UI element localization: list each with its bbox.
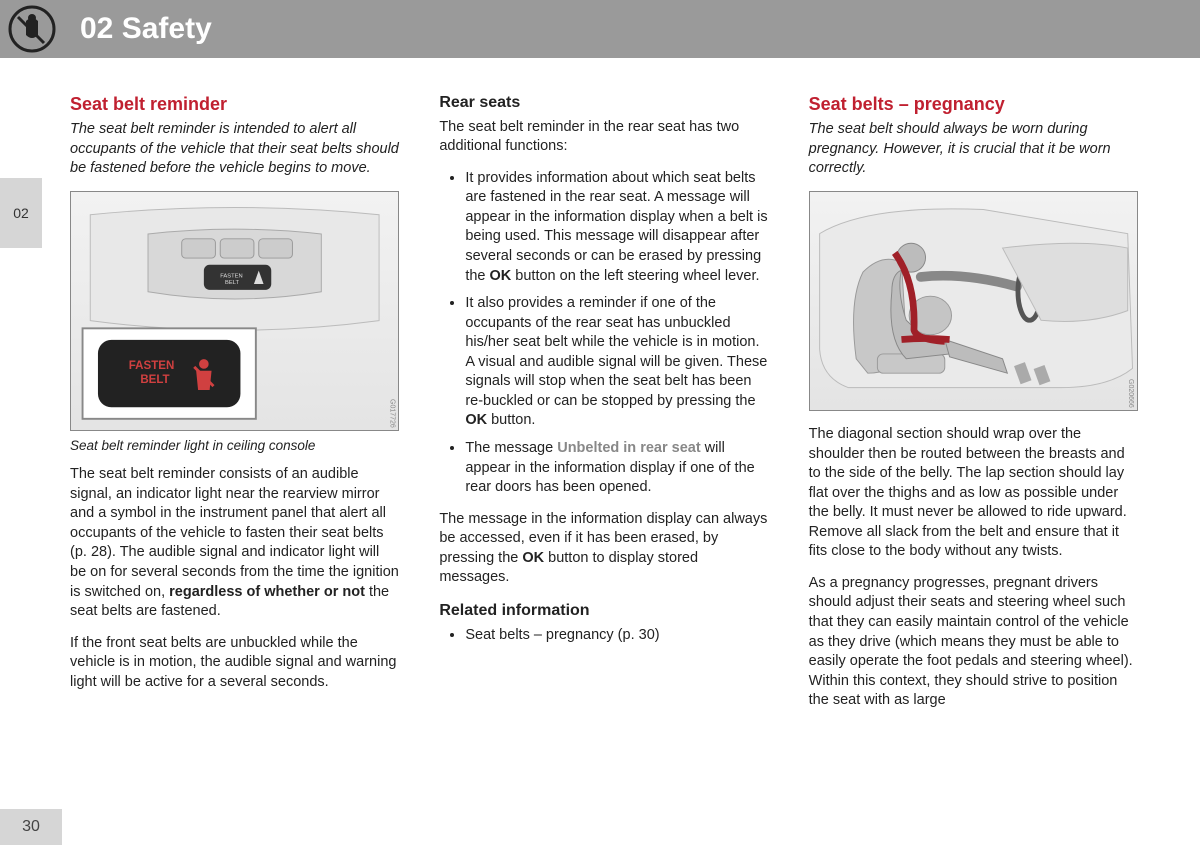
column-1: Seat belt reminder The seat belt reminde…	[70, 92, 399, 723]
paragraph-pregnancy-progress: As a pregnancy progresses, pregnant driv…	[809, 574, 1138, 711]
related-info-heading: Related information	[439, 600, 768, 622]
figure-code: G017726	[387, 399, 396, 428]
list-item: It provides information about which seat…	[465, 169, 768, 286]
intro-text: The seat belt reminder is intended to al…	[70, 120, 399, 179]
column-3: Seat belts – pregnancy The seat belt sho…	[809, 92, 1138, 723]
page-content: Seat belt reminder The seat belt reminde…	[70, 92, 1138, 723]
display-fasten: FASTEN	[129, 360, 175, 372]
list-item: The message Unbelted in rear seat will a…	[465, 439, 768, 498]
paragraph-reminder-description: The seat belt reminder consists of an au…	[70, 465, 399, 622]
section-heading-seatbelt-reminder: Seat belt reminder	[70, 92, 399, 116]
subsection-heading-rear-seats: Rear seats	[439, 92, 768, 114]
section-heading-pregnancy: Seat belts – pregnancy	[809, 92, 1138, 116]
column-2: Rear seats The seat belt reminder in the…	[439, 92, 768, 723]
rear-seats-intro: The seat belt reminder in the rear seat …	[439, 118, 768, 157]
pregnancy-intro: The seat belt should always be worn duri…	[809, 120, 1138, 179]
svg-text:FASTEN: FASTEN	[220, 273, 242, 279]
svg-text:BELT: BELT	[225, 280, 239, 286]
figure-pregnancy: G020666	[809, 191, 1138, 411]
chapter-title: 02 Safety	[80, 12, 212, 46]
paragraph-message-access: The message in the information display c…	[439, 510, 768, 588]
list-item: It also provides a reminder if one of th…	[465, 294, 768, 431]
display-belt: BELT	[140, 374, 169, 386]
related-info-list: Seat belts – pregnancy (p. 30)	[439, 626, 768, 646]
rear-seats-list: It provides information about which seat…	[439, 169, 768, 498]
side-chapter-tab: 02	[0, 178, 42, 248]
seatbelt-chapter-icon	[8, 5, 56, 53]
paragraph-diagonal-section: The diagonal section should wrap over th…	[809, 425, 1138, 562]
paragraph-unbuckled: If the front seat belts are unbuckled wh…	[70, 634, 399, 693]
header-bar: 02 Safety	[0, 0, 1200, 58]
figure-code: G020666	[1126, 379, 1135, 408]
figure-caption: Seat belt reminder light in ceiling cons…	[70, 437, 399, 455]
page-number: 30	[0, 809, 62, 845]
figure-reminder-light: FASTEN BELT FASTEN BELT G017726	[70, 191, 399, 431]
list-item: Seat belts – pregnancy (p. 30)	[465, 626, 768, 646]
